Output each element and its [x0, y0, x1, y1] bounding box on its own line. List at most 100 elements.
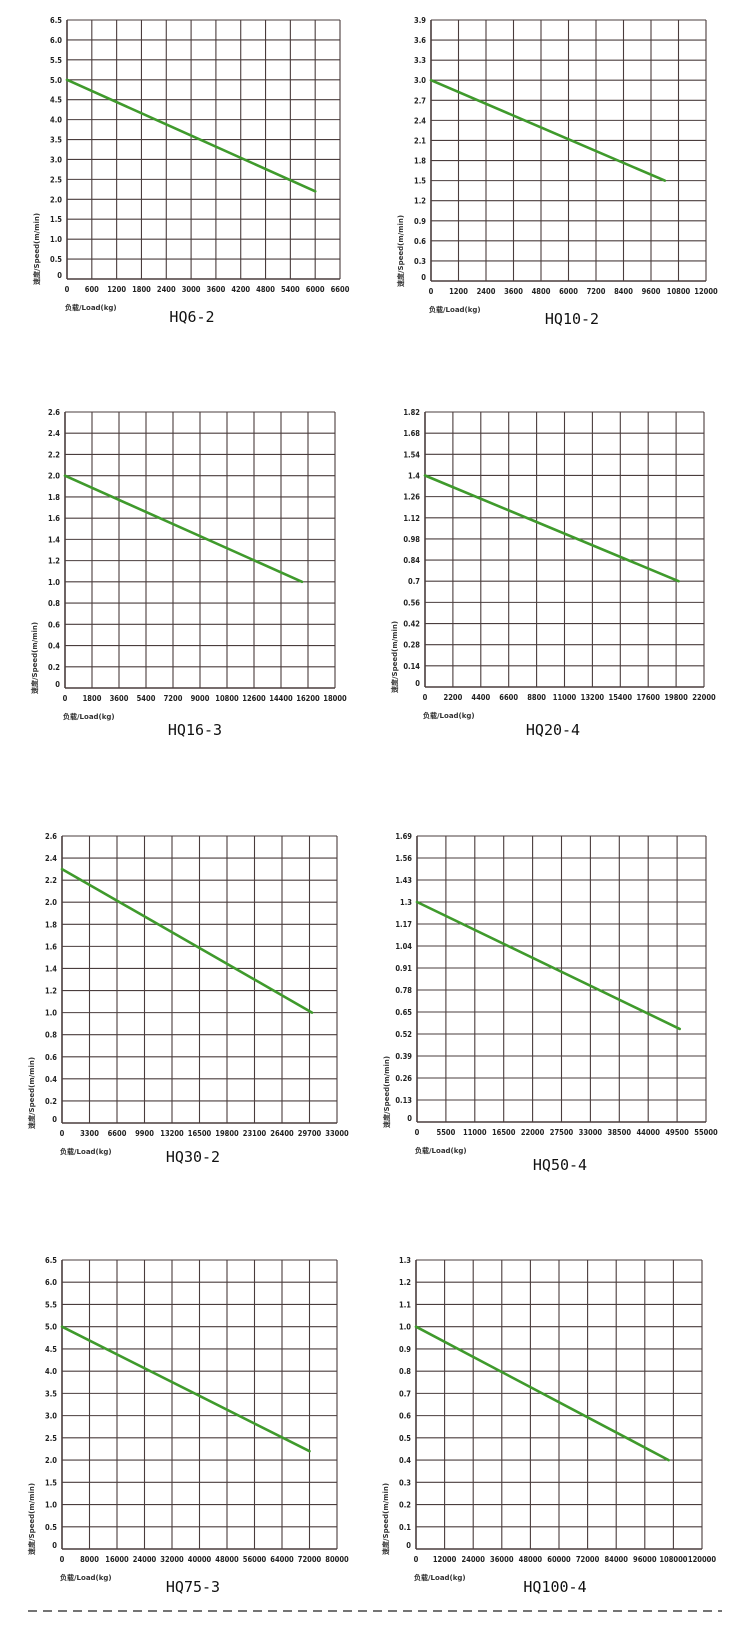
y-tick-label: 0.8	[48, 599, 60, 608]
x-tick-label: 3300	[80, 1129, 99, 1138]
y-tick-label: 2.0	[45, 1456, 57, 1465]
y-tick-label: 2.4	[414, 116, 426, 125]
y-tick-label: 0.8	[45, 1031, 57, 1040]
y-tick-label: 0.14	[403, 662, 420, 671]
y-tick-label: 5.5	[45, 1300, 57, 1309]
y-tick-label: 6.0	[45, 1278, 57, 1287]
chart-title: HQ6-2	[169, 308, 214, 326]
x-tick-label: 33000	[579, 1128, 603, 1137]
y-tick-label: 4.5	[45, 1345, 57, 1354]
x-tick-label: 6600	[499, 693, 518, 702]
x-tick-label: 17600	[636, 693, 660, 702]
y-tick-label: 0.9	[399, 1345, 411, 1354]
x-tick-label: 72000	[576, 1555, 600, 1564]
y-tick-label: 0	[52, 1115, 57, 1124]
x-tick-label: 8800	[527, 693, 546, 702]
y-tick-label: 1.0	[399, 1323, 411, 1332]
y-tick-label: 1.2	[48, 557, 60, 566]
x-tick-label: 33000	[325, 1129, 349, 1138]
x-tick-label: 13200	[160, 1129, 184, 1138]
x-tick-label: 14400	[269, 694, 293, 703]
x-tick-label: 19800	[215, 1129, 239, 1138]
y-axis-label: 速度/Speed(m/min)	[396, 215, 405, 287]
y-tick-label: 2.5	[50, 175, 62, 184]
y-tick-label: 0	[406, 1541, 411, 1550]
chart-title: HQ10-2	[545, 310, 599, 328]
y-tick-label: 3.9	[414, 16, 426, 25]
x-tick-label: 12600	[242, 694, 266, 703]
x-tick-label: 60000	[547, 1555, 571, 1564]
y-tick-label: 1.54	[403, 450, 420, 459]
y-tick-label: 1.0	[48, 578, 60, 587]
y-tick-label: 1.26	[403, 493, 420, 502]
x-tick-label: 24000	[461, 1555, 485, 1564]
x-tick-label: 32000	[160, 1555, 184, 1564]
x-tick-label: 9000	[191, 694, 210, 703]
chart-hq30-2: 0 3300 6600 9900 13200 16500 19800 23100 26400 29…	[27, 832, 349, 1166]
x-tick-label: 120000	[688, 1555, 716, 1564]
x-tick-label: 23100	[243, 1129, 267, 1138]
y-tick-label: 3.5	[45, 1389, 57, 1398]
x-tick-label: 4800	[532, 287, 551, 296]
y-tick-label: 1.3	[400, 898, 412, 907]
y-tick-label: 1.17	[395, 920, 412, 929]
x-axis-label: 负载/Load(kg)	[423, 711, 475, 720]
x-tick-label: 36000	[490, 1555, 514, 1564]
y-tick-label: 0.8	[399, 1367, 411, 1376]
y-tick-label: 6.5	[45, 1256, 57, 1265]
y-tick-label: 1.6	[48, 514, 60, 523]
y-tick-label: 3.6	[414, 36, 426, 45]
y-tick-label: 6.5	[50, 16, 62, 25]
chart-title: HQ75-3	[166, 1578, 220, 1596]
y-tick-label: 0.4	[399, 1456, 411, 1465]
x-axis-label: 负载/Load(kg)	[415, 1146, 467, 1155]
y-tick-label: 0.2	[399, 1501, 411, 1510]
x-tick-label: 16500	[492, 1128, 516, 1137]
x-tick-label: 72000	[298, 1555, 322, 1564]
y-tick-label: 2.5	[45, 1434, 57, 1443]
y-tick-label: 0	[52, 1541, 57, 1550]
x-tick-label: 6000	[306, 285, 325, 294]
y-tick-label: 4.0	[50, 116, 62, 125]
x-tick-label: 6600	[331, 285, 350, 294]
y-axis-label: 速度/Speed(m/min)	[390, 621, 399, 693]
x-tick-label: 24000	[133, 1555, 157, 1564]
x-axis-label: 负载/Load(kg)	[414, 1573, 466, 1582]
chart-title: HQ100-4	[523, 1578, 586, 1596]
y-tick-label: 3.0	[414, 76, 426, 85]
chart-title: HQ50-4	[533, 1156, 587, 1174]
x-tick-label: 4800	[256, 285, 275, 294]
y-tick-label: 1.8	[414, 157, 426, 166]
x-tick-label: 600	[85, 285, 99, 294]
y-tick-label: 0.39	[395, 1052, 412, 1061]
chart-title: HQ30-2	[166, 1148, 220, 1166]
y-tick-label: 1.2	[414, 197, 426, 206]
chart-title: HQ16-3	[168, 721, 222, 739]
x-tick-label: 80000	[325, 1555, 349, 1564]
x-tick-label: 96000	[633, 1555, 657, 1564]
x-tick-label: 8400	[614, 287, 633, 296]
x-tick-label: 0	[415, 1128, 420, 1137]
y-tick-label: 1.12	[403, 514, 420, 523]
y-tick-label: 0.4	[48, 642, 60, 651]
y-tick-label: 0.42	[403, 620, 420, 629]
y-axis-label: 速度/Speed(m/min)	[382, 1056, 391, 1128]
speed-load-line	[60, 1325, 311, 1453]
x-tick-label: 64000	[270, 1555, 294, 1564]
y-tick-label: 0.9	[414, 217, 426, 226]
y-tick-label: 1.5	[414, 177, 426, 186]
x-tick-label: 49500	[665, 1128, 689, 1137]
x-tick-label: 2200	[444, 693, 463, 702]
y-tick-label: 2.0	[45, 898, 57, 907]
y-tick-label: 1.69	[395, 832, 412, 841]
y-axis-label: 速度/Speed(m/min)	[27, 1057, 36, 1129]
x-tick-label: 48000	[215, 1555, 239, 1564]
y-tick-label: 1.4	[48, 535, 60, 544]
x-tick-label: 0	[429, 287, 434, 296]
y-tick-label: 2.6	[48, 408, 60, 417]
x-tick-label: 6000	[559, 287, 578, 296]
speed-load-line	[429, 78, 667, 182]
y-tick-label: 5.5	[50, 56, 62, 65]
y-tick-label: 1.04	[395, 942, 412, 951]
x-tick-label: 26400	[270, 1129, 294, 1138]
